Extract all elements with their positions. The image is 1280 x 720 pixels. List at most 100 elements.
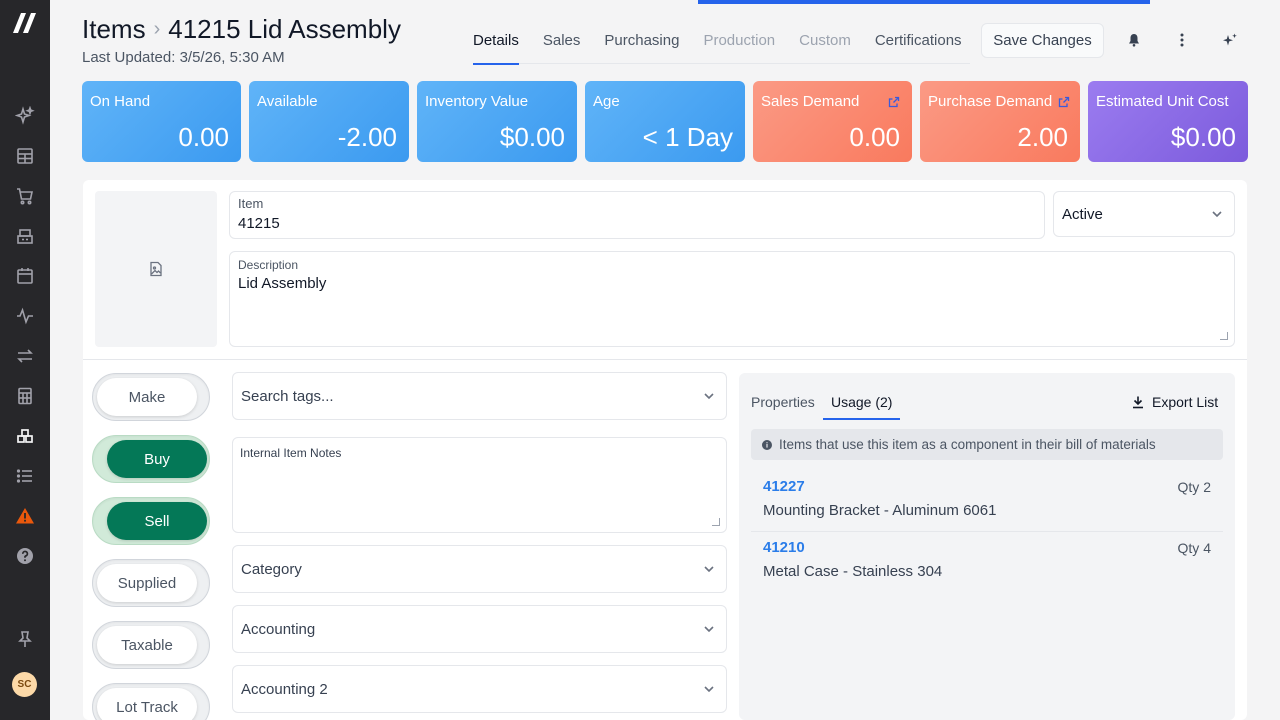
toggle-taxable[interactable]: Taxable	[92, 621, 210, 669]
toggle-buy[interactable]: Buy	[92, 435, 210, 483]
stat-available: Available -2.00	[249, 81, 409, 162]
factory-icon[interactable]	[13, 224, 37, 248]
stat-on-hand: On Hand 0.00	[82, 81, 241, 162]
section-divider	[83, 359, 1247, 360]
tab-custom[interactable]: Custom	[799, 32, 851, 49]
help-icon[interactable]	[13, 544, 37, 568]
stat-sales-demand[interactable]: Sales Demand 0.00	[753, 81, 912, 162]
stat-value: $0.00	[1170, 122, 1236, 152]
save-changes-button[interactable]: Save Changes	[981, 23, 1104, 58]
chevron-down-icon	[1212, 211, 1222, 218]
status-value: Active	[1062, 205, 1103, 223]
sparkles-icon[interactable]	[13, 104, 37, 128]
stat-value: 2.00	[1017, 122, 1068, 152]
bell-icon[interactable]	[1123, 29, 1145, 51]
stat-value: $0.00	[499, 122, 565, 152]
alert-icon[interactable]	[13, 504, 37, 528]
chevron-right-icon: ›	[153, 18, 161, 40]
stat-inventory-value: Inventory Value $0.00	[417, 81, 577, 162]
toggle-label: Lot Track	[97, 688, 197, 720]
tab-usage[interactable]: Usage (2)	[822, 394, 902, 420]
item-image-upload[interactable]	[95, 191, 217, 347]
tab-purchasing[interactable]: Purchasing	[604, 32, 680, 49]
item-field[interactable]: Item 41215	[229, 191, 1045, 239]
toggle-label: Supplied	[97, 564, 197, 602]
item-code-link[interactable]: 41210	[763, 539, 805, 556]
stat-purchase-demand[interactable]: Purchase Demand 2.00	[920, 81, 1080, 162]
image-file-icon	[150, 261, 162, 277]
resize-handle[interactable]	[712, 518, 720, 526]
stat-label: Purchase Demand	[928, 93, 1053, 110]
list-item[interactable]: 41210 Qty 4 Metal Case - Stainless 304	[751, 533, 1223, 593]
tab-certifications[interactable]: Certifications	[874, 32, 962, 49]
transfer-icon[interactable]	[13, 344, 37, 368]
notes-placeholder: Internal Item Notes	[240, 446, 342, 460]
description-value[interactable]: Lid Assembly	[238, 275, 327, 292]
description-label: Description	[238, 258, 299, 272]
tab-properties[interactable]: Properties	[751, 394, 815, 410]
stat-age: Age < 1 Day	[585, 81, 745, 162]
stat-estimated-unit-cost: Estimated Unit Cost $0.00	[1088, 81, 1248, 162]
accounting-2-select[interactable]: Accounting 2	[232, 665, 727, 713]
accounting2-placeholder: Accounting 2	[241, 680, 328, 698]
accounting-select[interactable]: Accounting	[232, 605, 727, 653]
item-qty: Qty 2	[1177, 479, 1211, 495]
toggle-lot-track[interactable]: Lot Track	[92, 683, 210, 720]
accounting-placeholder: Accounting	[241, 620, 316, 638]
dashboard-icon[interactable]	[13, 144, 37, 168]
page-title: Items › 41215 Lid Assembly	[82, 14, 401, 45]
avatar[interactable]: SC	[12, 672, 37, 697]
stat-value: 0.00	[178, 122, 229, 152]
list-icon[interactable]	[13, 464, 37, 488]
toggle-sell[interactable]: Sell	[92, 497, 210, 545]
toggle-label: Buy	[107, 440, 207, 478]
chevron-down-icon	[704, 566, 714, 573]
stat-label: Sales Demand	[761, 93, 860, 110]
item-label: Item	[238, 196, 264, 211]
tab-production[interactable]: Production	[703, 32, 776, 49]
external-link-icon[interactable]	[888, 96, 900, 108]
stat-label: Inventory Value	[425, 93, 529, 110]
breadcrumb-items[interactable]: Items	[82, 14, 146, 44]
description-field[interactable]: Description Lid Assembly	[229, 251, 1235, 347]
stat-value: -2.00	[337, 122, 397, 152]
tags-search-input[interactable]: Search tags...	[232, 372, 727, 420]
chevron-down-icon	[704, 393, 714, 400]
calendar-icon[interactable]	[13, 264, 37, 288]
inventory-icon[interactable]	[13, 424, 37, 448]
cart-icon[interactable]	[13, 184, 37, 208]
item-code-link[interactable]: 41227	[763, 478, 805, 495]
stat-value: < 1 Day	[642, 122, 733, 152]
pin-icon[interactable]	[13, 627, 37, 651]
status-select[interactable]: Active	[1053, 191, 1235, 237]
tab-details[interactable]: Details	[473, 22, 519, 65]
category-select[interactable]: Category	[232, 545, 727, 593]
list-item[interactable]: 41227 Qty 2 Mounting Bracket - Aluminum …	[751, 472, 1223, 532]
last-updated: Last Updated: 3/5/26, 5:30 AM	[82, 49, 285, 66]
info-icon	[762, 439, 772, 450]
chevron-down-icon	[704, 686, 714, 693]
internal-notes-input[interactable]: Internal Item Notes	[232, 437, 727, 533]
tab-sales[interactable]: Sales	[542, 32, 581, 49]
loading-progress-bar	[698, 0, 1150, 4]
toggle-supplied[interactable]: Supplied	[92, 559, 210, 607]
tags-placeholder: Search tags...	[241, 387, 334, 405]
stat-label: Age	[593, 93, 620, 110]
item-qty: Qty 4	[1177, 540, 1211, 556]
ai-sparkle-icon[interactable]	[1219, 29, 1241, 51]
calculator-icon[interactable]	[13, 384, 37, 408]
logo-icon[interactable]	[12, 11, 38, 35]
download-icon	[1133, 396, 1143, 409]
item-description: Metal Case - Stainless 304	[763, 563, 943, 580]
item-value[interactable]: 41215	[238, 215, 280, 232]
item-description: Mounting Bracket - Aluminum 6061	[763, 502, 997, 519]
tab-bar: Details Sales Purchasing Production Cust…	[473, 22, 970, 65]
resize-handle[interactable]	[1220, 332, 1228, 340]
item-title: 41215 Lid Assembly	[168, 14, 401, 44]
stat-label: Available	[257, 93, 318, 110]
activity-icon[interactable]	[13, 304, 37, 328]
export-list-button[interactable]: Export List	[1131, 394, 1218, 410]
more-vertical-icon[interactable]	[1171, 29, 1193, 51]
external-link-icon[interactable]	[1058, 96, 1070, 108]
toggle-make[interactable]: Make	[92, 373, 210, 421]
